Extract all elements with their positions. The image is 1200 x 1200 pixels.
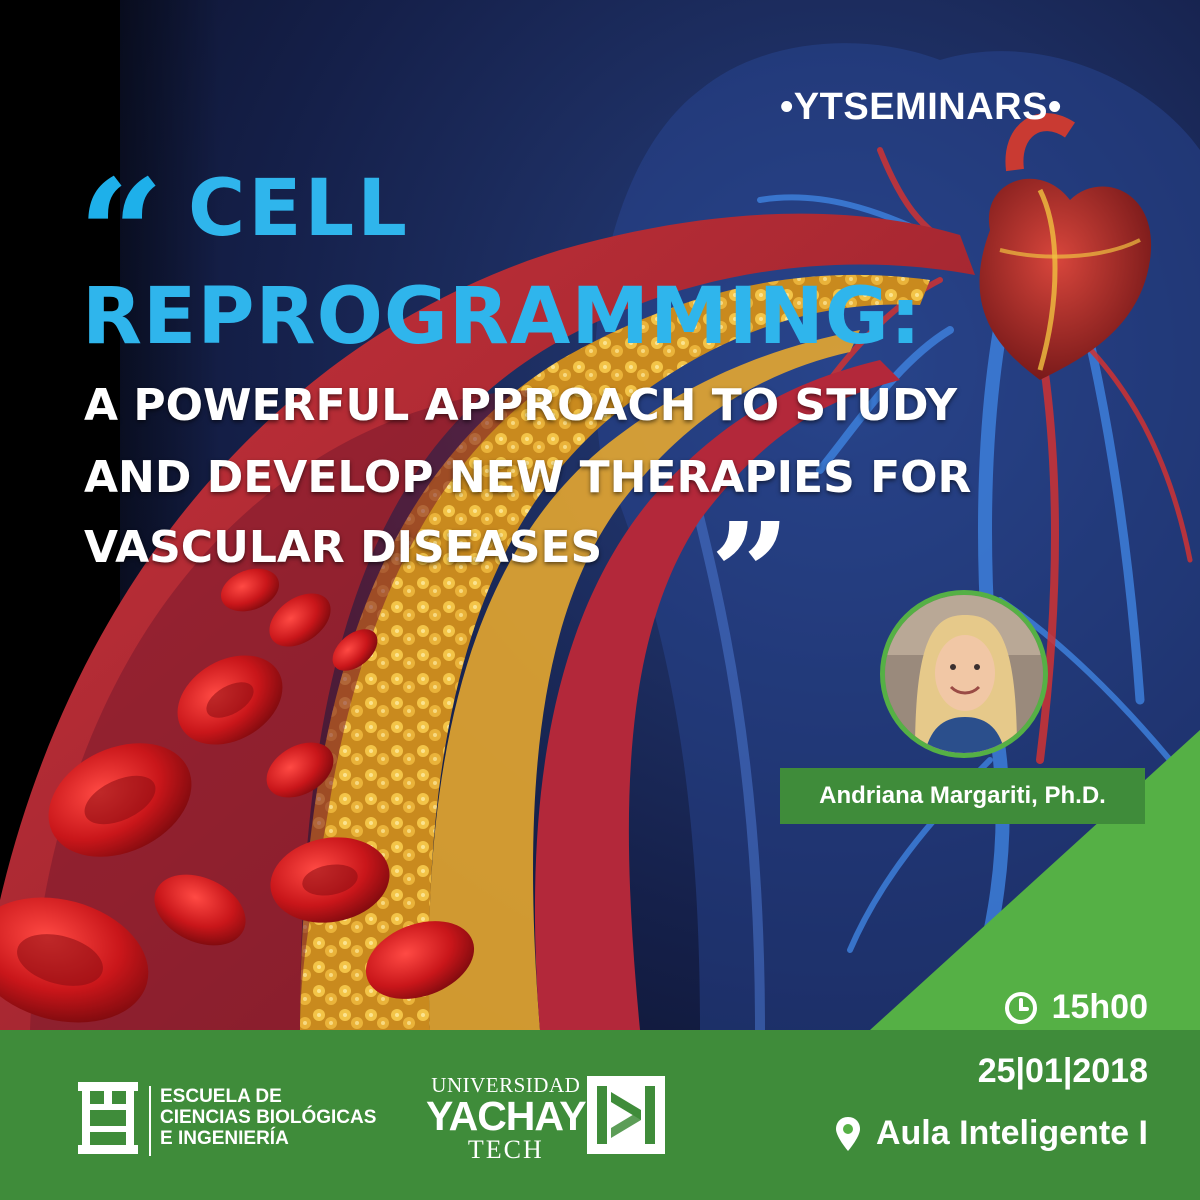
series-tag: •YTSEMINARS•: [780, 86, 1062, 128]
event-date: 25|01|2018: [977, 1052, 1148, 1090]
clock-icon: [1004, 991, 1037, 1024]
event-location: Aula Inteligente I: [834, 1114, 1148, 1153]
subtitle-line-1: A POWERFUL APPROACH TO STUDY: [84, 380, 958, 431]
title-line-2: REPROGRAMMING:: [82, 272, 923, 362]
school-name-line-3: E INGENIERÍA: [160, 1128, 289, 1149]
school-name: ESCUELA DE CIENCIAS BIOLÓGICAS E INGENIE…: [160, 1086, 376, 1149]
school-logo-icon: [78, 1082, 138, 1154]
event-time: 15h00: [1004, 988, 1148, 1027]
university-name-line-1: UNIVERSIDAD: [431, 1073, 581, 1097]
subtitle-line-3: VASCULAR DISEASES: [84, 522, 603, 573]
event-time-text: 15h00: [1051, 988, 1148, 1026]
speaker-photo: [880, 590, 1048, 758]
school-name-line-2: CIENCIAS BIOLÓGICAS: [160, 1107, 377, 1128]
event-location-text: Aula Inteligente I: [875, 1114, 1148, 1152]
subtitle-line-2: AND DEVELOP NEW THERAPIES FOR: [84, 452, 972, 503]
university-name-line-3: TECH: [467, 1135, 544, 1164]
university-name: UNIVERSIDAD YACHAY TECH: [426, 1073, 587, 1164]
close-quote-mark: ”: [710, 493, 790, 657]
school-divider: [149, 1086, 151, 1156]
title-line-1: CELL: [188, 164, 410, 254]
speaker-name-badge: Andriana Margariti, Ph.D.: [780, 768, 1145, 824]
yachay-logo-icon: [587, 1076, 665, 1154]
speaker-portrait-image: [885, 595, 1043, 753]
university-name-line-2: YACHAY: [426, 1093, 587, 1139]
location-pin-icon: [835, 1116, 860, 1151]
school-name-line-1: ESCUELA DE: [160, 1086, 282, 1107]
